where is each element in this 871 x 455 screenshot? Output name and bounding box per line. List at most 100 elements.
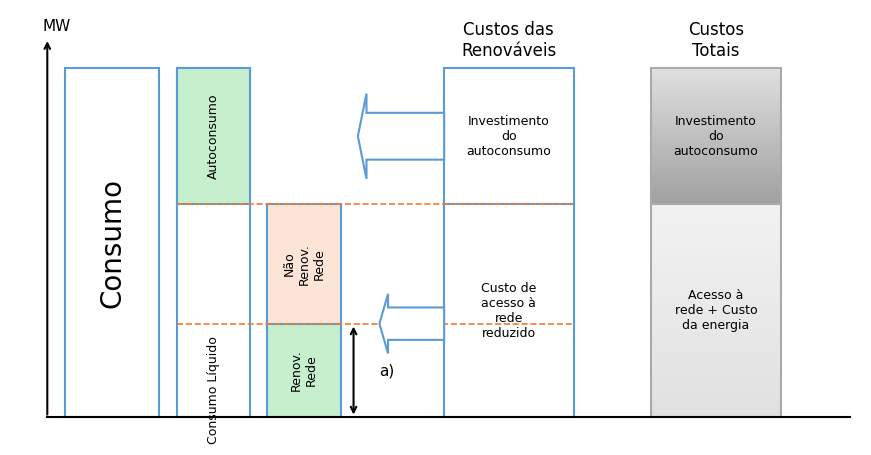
Bar [652, 191, 780, 194]
Bar [652, 215, 780, 220]
Bar [652, 391, 780, 396]
Bar [267, 324, 341, 417]
Bar [652, 85, 780, 89]
Bar [652, 136, 780, 140]
Bar [652, 170, 780, 174]
Bar [652, 247, 780, 253]
Bar [652, 177, 780, 181]
Text: Consumo: Consumo [98, 178, 126, 308]
Text: Custos das
Renováveis: Custos das Renováveis [462, 21, 557, 60]
Bar [444, 68, 573, 204]
Bar [652, 140, 780, 143]
Bar [652, 332, 780, 338]
Bar [652, 204, 780, 210]
Bar [177, 68, 250, 417]
Bar [652, 163, 780, 167]
Bar [652, 184, 780, 187]
Bar [652, 226, 780, 231]
Bar [652, 263, 780, 268]
Bar [652, 273, 780, 279]
Bar [652, 253, 780, 258]
Bar [652, 268, 780, 273]
Bar [652, 112, 780, 116]
Bar [652, 401, 780, 407]
Text: Acesso à
rede + Custo
da energia: Acesso à rede + Custo da energia [674, 289, 757, 333]
Bar [652, 354, 780, 359]
Bar [652, 160, 780, 163]
Text: Renov.
Rede: Renov. Rede [290, 349, 318, 391]
Text: Consumo Líquido: Consumo Líquido [207, 336, 219, 444]
Bar [652, 99, 780, 102]
Bar [652, 143, 780, 147]
Bar [652, 279, 780, 284]
Bar [652, 338, 780, 343]
Bar [652, 295, 780, 300]
Bar [652, 300, 780, 306]
Bar [652, 396, 780, 401]
Bar [652, 231, 780, 236]
Bar [652, 210, 780, 215]
Bar [652, 201, 780, 204]
Bar [652, 82, 780, 85]
Bar [652, 220, 780, 226]
Bar [177, 68, 250, 204]
Text: Investimento
do
autoconsumo: Investimento do autoconsumo [673, 115, 759, 158]
Bar [652, 359, 780, 364]
Bar [652, 147, 780, 150]
Bar [652, 327, 780, 332]
Bar [652, 181, 780, 184]
Bar [652, 289, 780, 295]
Bar [652, 236, 780, 242]
Bar [652, 348, 780, 354]
Bar [652, 197, 780, 201]
Bar [652, 122, 780, 126]
Bar [652, 96, 780, 99]
Bar [652, 407, 780, 412]
Bar [652, 92, 780, 96]
Bar [652, 364, 780, 369]
Bar [652, 242, 780, 247]
Bar [652, 75, 780, 78]
Text: a): a) [380, 363, 395, 378]
Bar [652, 167, 780, 170]
Bar [652, 187, 780, 191]
Bar [652, 311, 780, 316]
Bar [652, 133, 780, 136]
Bar [652, 322, 780, 327]
Text: MW: MW [43, 19, 71, 34]
Bar [444, 204, 573, 417]
Bar [652, 306, 780, 311]
Text: Não
Renov.
Rede: Não Renov. Rede [282, 243, 326, 285]
Text: Custos
Totais: Custos Totais [688, 21, 744, 60]
Bar [652, 68, 780, 204]
Bar [652, 78, 780, 82]
Bar [652, 116, 780, 119]
Bar [64, 68, 159, 417]
Bar [652, 412, 780, 417]
Bar [652, 375, 780, 380]
Bar [652, 153, 780, 157]
Bar [267, 204, 341, 324]
Bar [652, 258, 780, 263]
Text: Custo de
acesso à
rede
reduzido: Custo de acesso à rede reduzido [481, 282, 537, 340]
Bar [652, 380, 780, 385]
Bar [652, 71, 780, 75]
Bar [652, 385, 780, 391]
Bar [652, 343, 780, 348]
Bar [652, 194, 780, 197]
Bar [652, 89, 780, 92]
Bar [652, 316, 780, 322]
Bar [652, 369, 780, 375]
Bar [652, 106, 780, 109]
Bar [652, 157, 780, 160]
Bar [652, 150, 780, 153]
Polygon shape [380, 294, 444, 354]
Text: Investimento
do
autoconsumo: Investimento do autoconsumo [467, 115, 551, 158]
Bar [652, 204, 780, 417]
Bar [652, 119, 780, 122]
Bar [652, 68, 780, 71]
Bar [652, 126, 780, 129]
Bar [652, 129, 780, 133]
Bar [652, 109, 780, 112]
Bar [652, 284, 780, 289]
